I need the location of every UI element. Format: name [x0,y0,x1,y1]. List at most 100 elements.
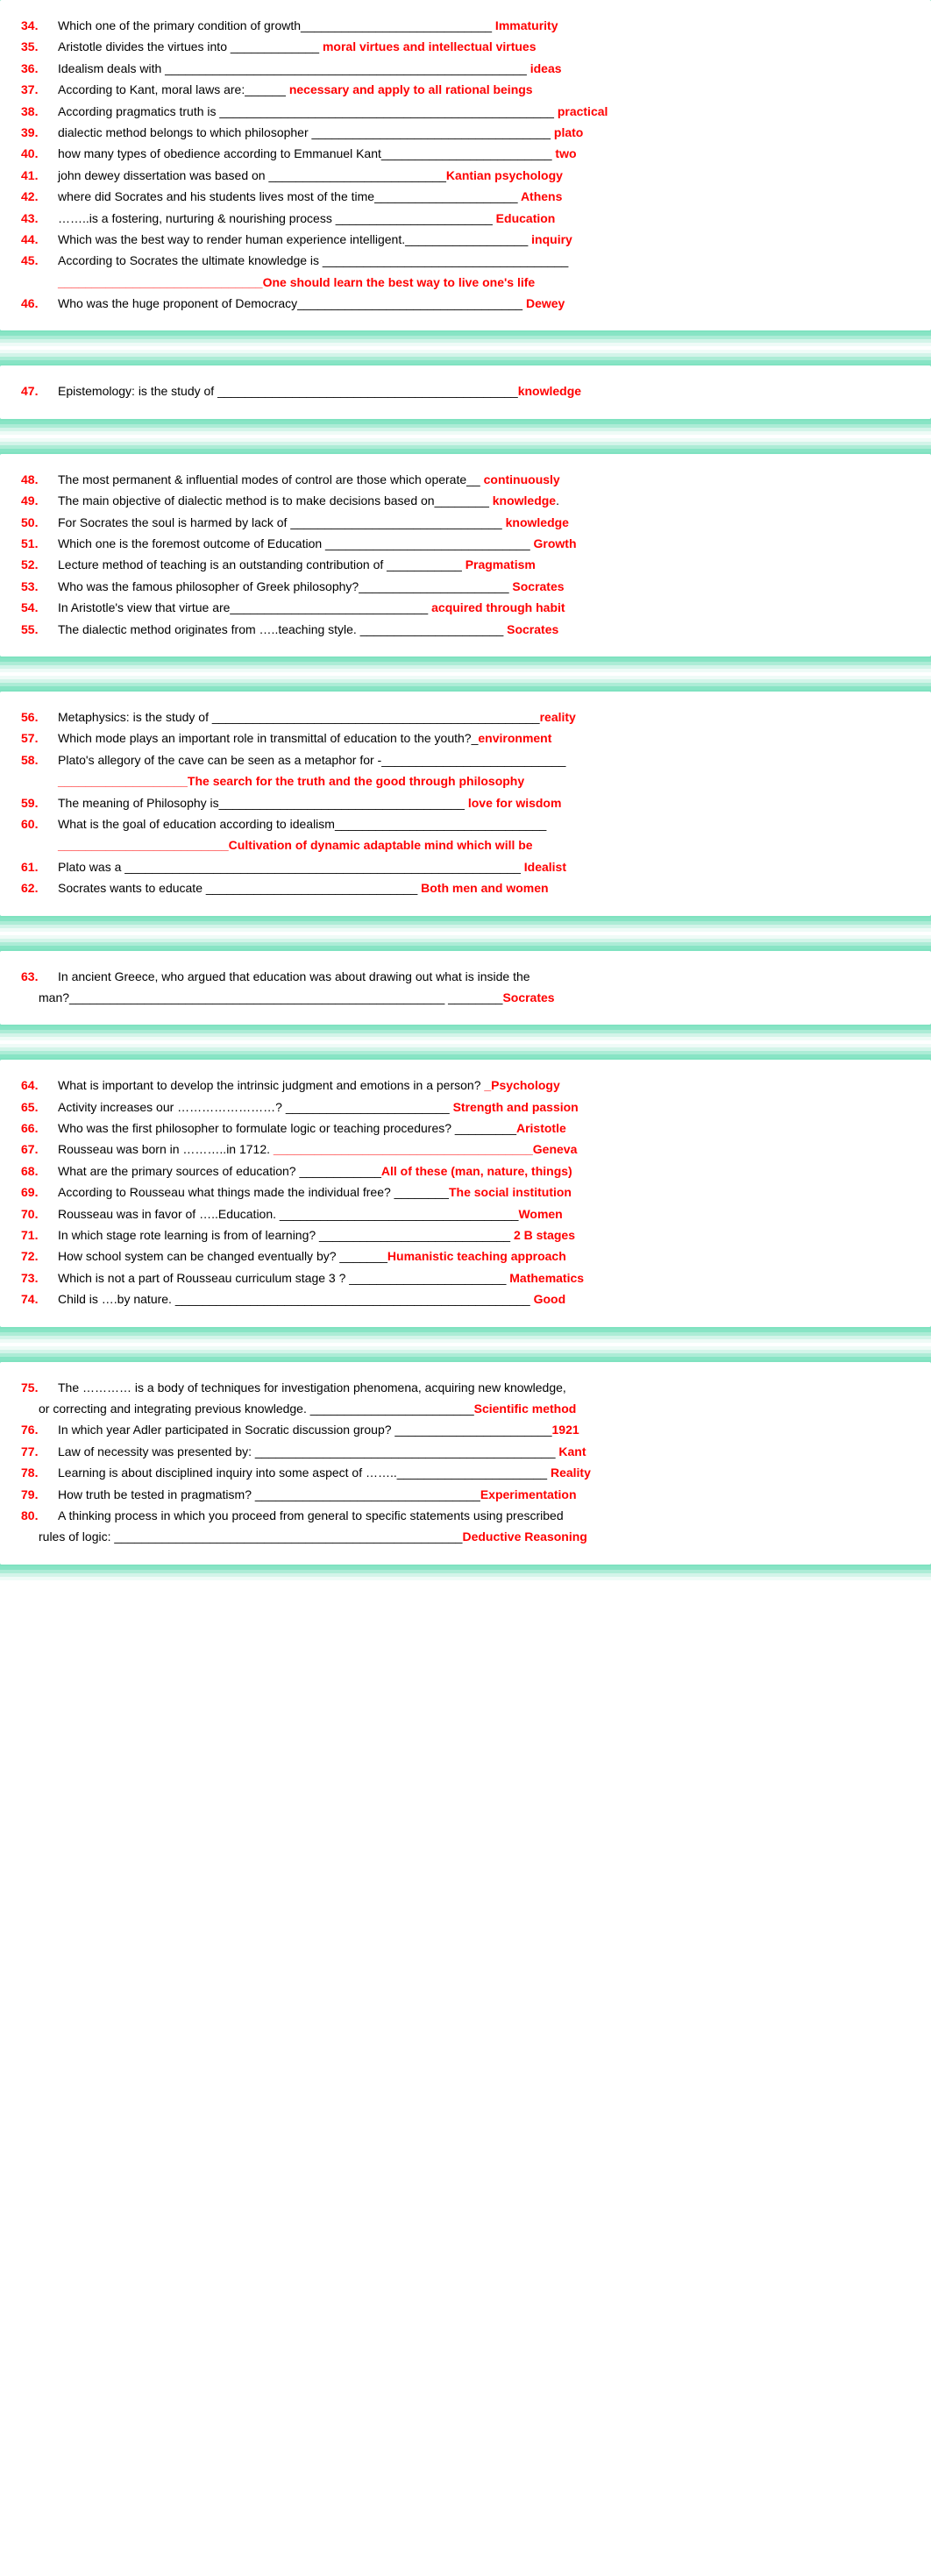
question-text: According to Socrates the ultimate knowl… [58,251,910,270]
answer-text: Dewey [522,296,565,310]
question-text: Epistemology: is the study of __________… [58,381,910,401]
question-text: The dialectic method originates from …..… [58,620,910,639]
question-label: how many types of obedience according to… [58,146,552,160]
question-text: For Socrates the soul is harmed by lack … [58,513,910,532]
question-row: 48.The most permanent & influential mode… [21,470,910,489]
question-text: A thinking process in which you proceed … [58,1506,910,1525]
question-number: 75. [21,1378,58,1397]
question-row: 34.Which one of the primary condition of… [21,16,910,35]
question-text: how many types of obedience according to… [58,144,910,163]
answer-text: continuously [480,472,560,486]
question-row: 42.where did Socrates and his students l… [21,187,910,206]
question-label: In which year Adler participated in Socr… [58,1423,552,1437]
answer-text: ideas [527,61,562,75]
question-text: Aristotle divides the virtues into _____… [58,37,910,56]
question-label: Which mode plays an important role in tr… [58,731,478,745]
question-number: 71. [21,1225,58,1245]
answer-text: All of these (man, nature, things) [381,1164,572,1178]
question-number: 40. [21,144,58,163]
question-number: 61. [21,857,58,876]
answer-text: Reality [547,1465,591,1480]
question-row: 65.Activity increases our ……………………? ____… [21,1097,910,1117]
question-text: Idealism deals with ____________________… [58,59,910,78]
question-number: 66. [21,1118,58,1138]
question-label: What is important to develop the intrins… [58,1078,484,1092]
question-number: 67. [21,1139,58,1159]
continuation-row: or correcting and integrating previous k… [21,1399,910,1418]
question-section: 34.Which one of the primary condition of… [0,0,931,330]
answer-text: Good [530,1292,565,1306]
question-label: A thinking process in which you proceed … [58,1508,564,1522]
question-text: What is the goal of education according … [58,814,910,834]
question-number: 49. [21,491,58,510]
question-number: 60. [21,814,58,834]
question-number: 58. [21,750,58,770]
answer-text: ______________________________________Ge… [274,1142,577,1156]
question-label: Which was the best way to render human e… [58,232,528,246]
answer-text: practical [554,104,608,118]
question-number: 38. [21,102,58,121]
question-label: How truth be tested in pragmatism? _____… [58,1487,480,1501]
question-row: 39.dialectic method belongs to which phi… [21,123,910,142]
question-text: Which is not a part of Rousseau curricul… [58,1268,910,1288]
question-text: Plato's allegory of the cave can be seen… [58,750,910,770]
question-row: 52.Lecture method of teaching is an outs… [21,555,910,574]
question-text: Rousseau was born in ………..in 1712. _____… [58,1139,910,1159]
question-number: 62. [21,878,58,898]
question-label: The ………… is a body of techniques for inv… [58,1380,566,1394]
answer-text: knowledge [489,493,556,507]
question-text: Child is ….by nature. __________________… [58,1289,910,1309]
question-label: Who was the famous philosopher of Greek … [58,579,509,593]
question-text: In which year Adler participated in Socr… [58,1420,910,1439]
question-section: 64.What is important to develop the intr… [0,1060,931,1326]
question-label: According to Kant, moral laws are:______ [58,82,286,96]
question-row: 63. In ancient Greece, who argued that e… [21,967,910,986]
question-label: Law of necessity was presented by: _____… [58,1444,556,1458]
answer-text: 1921 [552,1423,579,1437]
question-number: 74. [21,1289,58,1309]
question-row: 75. The ………… is a body of techniques for… [21,1378,910,1397]
question-label: In Aristotle's view that virtue are_____… [58,600,428,614]
question-text: Which was the best way to render human e… [58,230,910,249]
question-text: Lecture method of teaching is an outstan… [58,555,910,574]
continuation-text: man?____________________________________… [39,990,502,1004]
question-label: What is the goal of education according … [58,817,546,831]
answer-text: Kantian psychology [446,168,563,182]
answer-text: Education [493,211,556,225]
answer-text: inquiry [528,232,572,246]
question-number: 43. [21,209,58,228]
question-text: Socrates wants to educate ______________… [58,878,910,898]
question-label: Who was the huge proponent of Democracy_… [58,296,522,310]
question-row: 59.The meaning of Philosophy is_________… [21,793,910,813]
question-number: 57. [21,728,58,748]
question-section: 48.The most permanent & influential mode… [0,454,931,656]
question-number: 51. [21,534,58,553]
question-row: 46.Who was the huge proponent of Democra… [21,294,910,313]
question-row: 79. How truth be tested in pragmatism? _… [21,1485,910,1504]
question-row: 76. In which year Adler participated in … [21,1420,910,1439]
answer-text: Immaturity [492,18,558,32]
answer-text: two [552,146,577,160]
answer-text: plato [551,125,583,139]
question-number: 59. [21,793,58,813]
question-row: 61.Plato was a _________________________… [21,857,910,876]
question-number: 65. [21,1097,58,1117]
question-label: Which one is the foremost outcome of Edu… [58,536,530,550]
question-label: Metaphysics: is the study of ___________… [58,710,540,724]
question-text: How school system can be changed eventua… [58,1246,910,1266]
question-label: The dialectic method originates from …..… [58,622,503,636]
question-number: 56. [21,707,58,727]
question-number: 46. [21,294,58,313]
question-label: dialectic method belongs to which philos… [58,125,551,139]
question-number: 52. [21,555,58,574]
answer-text: Aristotle [516,1121,566,1135]
answer-text: 2 B stages [510,1228,575,1242]
question-label: john dewey dissertation was based on ___… [58,168,446,182]
question-text: Who was the huge proponent of Democracy_… [58,294,910,313]
question-number: 34. [21,16,58,35]
question-label: What are the primary sources of educatio… [58,1164,381,1178]
question-label: Learning is about disciplined inquiry in… [58,1465,547,1480]
question-row: 40.how many types of obedience according… [21,144,910,163]
answer-text: Humanistic teaching approach [387,1249,566,1263]
question-row: 38.According pragmatics truth is _______… [21,102,910,121]
